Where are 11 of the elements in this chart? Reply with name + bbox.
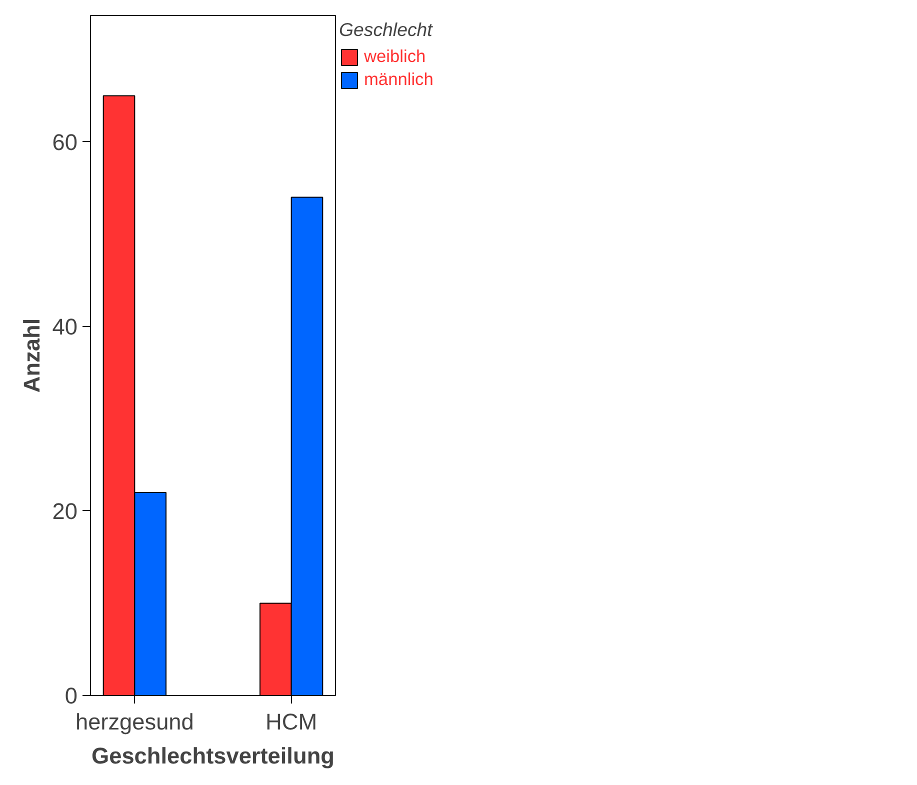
legend-label: männlich [364, 69, 434, 90]
x-tick-label: herzgesund [75, 708, 194, 734]
y-axis-title: Anzahl [18, 318, 44, 393]
legend-title: Geschlecht [339, 19, 434, 41]
x-axis-title: Geschlechtsverteilung [91, 742, 335, 768]
x-tick-label: HCM [266, 708, 318, 734]
y-tick-label: 60 [52, 128, 78, 155]
y-tick-label: 20 [52, 498, 78, 524]
y-tick-label: 40 [52, 313, 78, 340]
y-tick-label: 0 [64, 682, 78, 708]
legend-label: weiblich [364, 46, 426, 67]
